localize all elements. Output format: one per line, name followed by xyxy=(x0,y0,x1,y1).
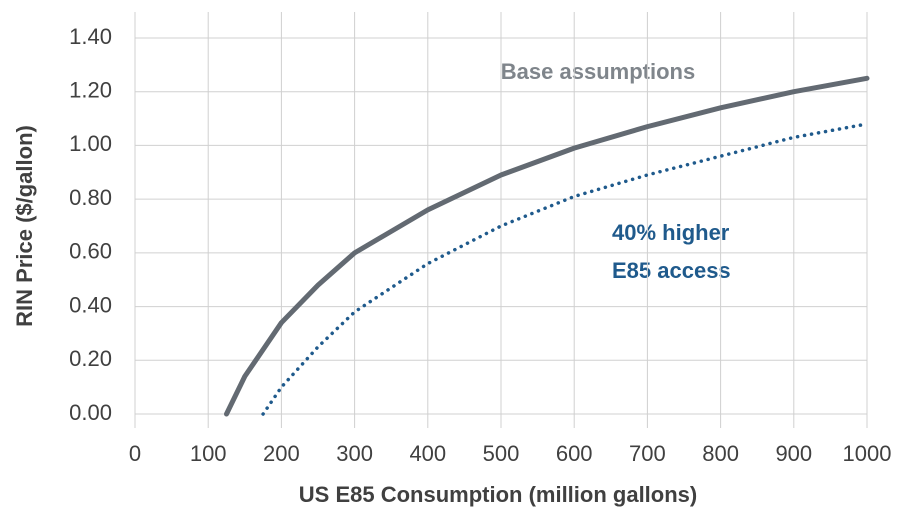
x-tick-label: 200 xyxy=(263,441,300,466)
y-tick-label: 1.20 xyxy=(69,78,112,103)
y-tick-label: 0.80 xyxy=(69,185,112,210)
y-tick-label: 0.00 xyxy=(69,400,112,425)
x-tick-label: 400 xyxy=(409,441,446,466)
y-tick-label: 0.60 xyxy=(69,239,112,264)
annotation: 40% higher xyxy=(612,220,730,245)
annotation: Base assumptions xyxy=(501,59,695,84)
x-tick-label: 800 xyxy=(702,441,739,466)
x-tick-label: 900 xyxy=(775,441,812,466)
line-series xyxy=(224,75,870,417)
y-tick-label: 1.00 xyxy=(69,131,112,156)
line-series xyxy=(261,122,869,416)
y-tick-label: 0.40 xyxy=(69,292,112,317)
x-tick-label: 300 xyxy=(336,441,373,466)
y-tick-label: 1.40 xyxy=(69,24,112,49)
x-tick-label: 1000 xyxy=(843,441,892,466)
annotation: E85 access xyxy=(612,258,731,283)
x-tick-label: 100 xyxy=(190,441,227,466)
x-tick-label: 700 xyxy=(629,441,666,466)
x-tick-label: 600 xyxy=(556,441,593,466)
x-axis-label: US E85 Consumption (million gallons) xyxy=(299,482,697,507)
y-tick-label: 0.20 xyxy=(69,346,112,371)
y-axis-label: RIN Price ($/gallon) xyxy=(12,125,37,327)
x-tick-label: 0 xyxy=(129,441,141,466)
x-tick-label: 500 xyxy=(483,441,520,466)
